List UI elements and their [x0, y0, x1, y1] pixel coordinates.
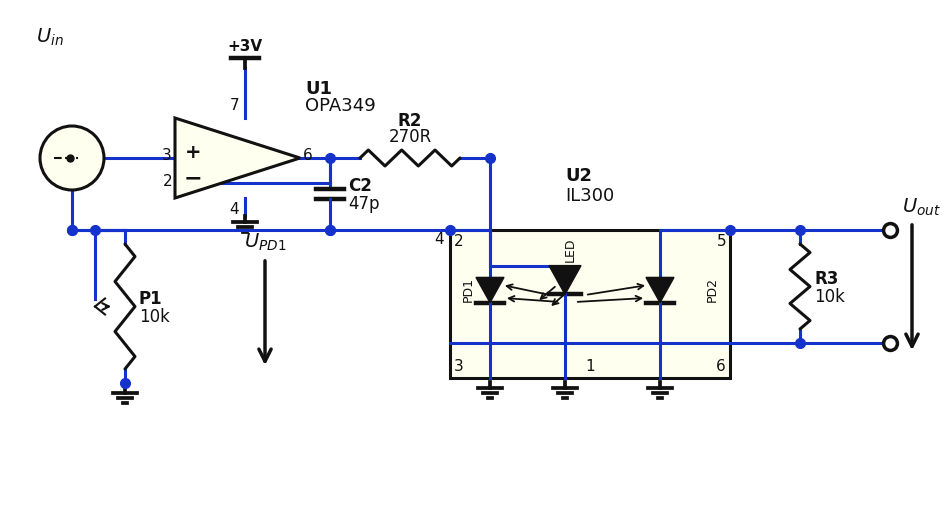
Text: 1: 1 [585, 359, 595, 374]
Text: +: + [184, 144, 201, 163]
Text: R2: R2 [398, 112, 422, 130]
Text: 10k: 10k [814, 288, 845, 306]
Polygon shape [549, 266, 581, 295]
Text: R3: R3 [814, 269, 838, 288]
Text: P1: P1 [139, 289, 162, 307]
Text: 6: 6 [303, 148, 313, 164]
Text: 10k: 10k [139, 307, 170, 325]
Text: 4: 4 [229, 202, 239, 217]
Text: U1: U1 [305, 80, 332, 98]
Text: IL300: IL300 [565, 187, 615, 205]
Text: 47p: 47p [348, 195, 379, 213]
Text: 6: 6 [716, 359, 726, 374]
Text: 2: 2 [162, 174, 172, 188]
Text: LED: LED [563, 238, 577, 262]
Polygon shape [476, 277, 504, 303]
Text: C2: C2 [348, 177, 371, 195]
Text: $U_{in}$: $U_{in}$ [36, 27, 64, 48]
Text: U2: U2 [565, 167, 592, 185]
Text: 270R: 270R [389, 128, 431, 146]
Polygon shape [646, 277, 674, 303]
Polygon shape [175, 118, 300, 198]
Text: 4: 4 [434, 232, 444, 247]
Text: −: − [183, 168, 202, 188]
Text: OPA349: OPA349 [305, 97, 376, 115]
Text: 3: 3 [454, 359, 464, 374]
Text: 5: 5 [716, 234, 726, 249]
Text: 7: 7 [229, 98, 239, 113]
Circle shape [40, 126, 104, 190]
Text: 3: 3 [162, 148, 172, 164]
Text: +3V: +3V [227, 39, 262, 54]
Text: PD1: PD1 [462, 278, 474, 303]
Text: $U_{out}$: $U_{out}$ [902, 197, 941, 218]
Text: PD2: PD2 [706, 278, 718, 303]
Text: 2: 2 [454, 234, 464, 249]
Text: $U_{PD1}$: $U_{PD1}$ [244, 232, 286, 253]
FancyBboxPatch shape [450, 230, 730, 378]
